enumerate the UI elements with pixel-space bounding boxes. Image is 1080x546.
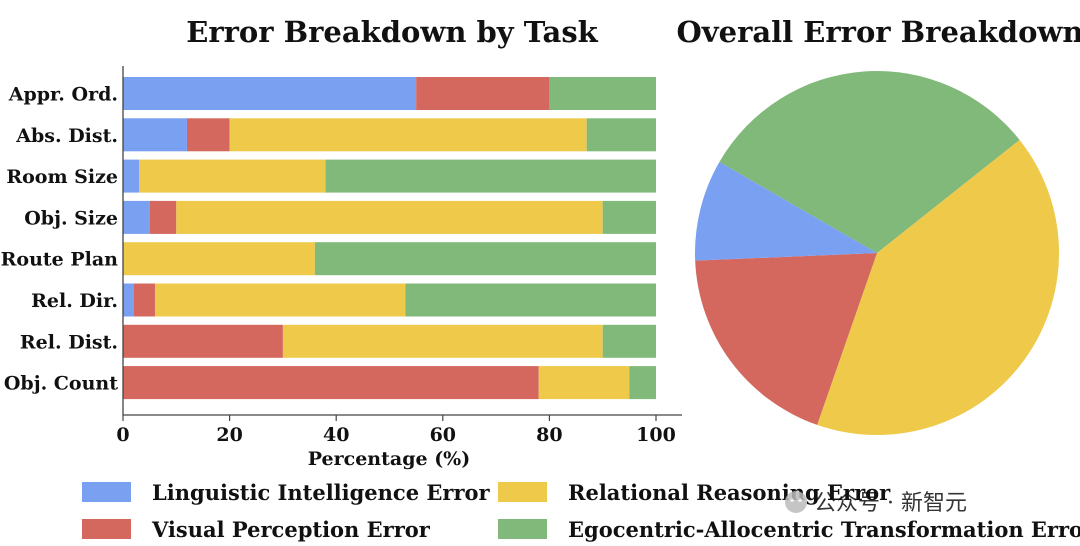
bar-segment-route-plan-egocentric — [314, 242, 656, 276]
wechat-icon — [785, 491, 807, 513]
legend-label-relational: Relational Reasoning Error — [568, 480, 891, 505]
y-tick-label: Route Plan — [1, 249, 119, 271]
y-tick-label: Obj. Count — [4, 373, 118, 395]
x-tick-label: 0 — [116, 424, 129, 446]
bar-segment-rel-dir-relational — [154, 283, 406, 317]
watermark: 公众号 · 新智元 — [785, 491, 967, 516]
legend-label-egocentric: Egocentric-Allocentric Transformation Er… — [568, 517, 1080, 542]
bar-segment-abs-dist-egocentric — [586, 118, 656, 152]
bar-segment-abs-dist-linguistic — [123, 118, 187, 152]
bar-segment-obj-size-relational — [176, 200, 603, 234]
bar-segment-room-size-linguistic — [123, 159, 139, 193]
bar-segment-rel-dist-egocentric — [602, 324, 656, 358]
bar-chart-title: Error Breakdown by Task — [186, 15, 598, 49]
y-tick-label: Abs. Dist. — [15, 125, 118, 147]
y-tick-label: Rel. Dist. — [20, 331, 118, 353]
bar-segment-route-plan-relational — [123, 242, 315, 276]
x-tick-label: 40 — [323, 424, 349, 446]
y-tick-label: Appr. Ord. — [8, 84, 118, 106]
watermark-text: 公众号 · 新智元 — [814, 491, 967, 516]
bar-segment-abs-dist-relational — [229, 118, 587, 152]
bar-segment-rel-dir-linguistic — [123, 283, 134, 317]
pie-slice-relational — [817, 139, 1060, 436]
x-tick-label: 100 — [636, 424, 676, 446]
wechat-icon-eye-right — [798, 498, 802, 502]
pie-slice-linguistic — [695, 162, 877, 261]
bar-segment-obj-count-visual — [123, 366, 539, 400]
y-tick-label: Rel. Dir. — [31, 290, 118, 312]
bar-segment-obj-count-egocentric — [629, 366, 656, 400]
legend-swatch-visual — [82, 519, 131, 539]
x-axis-label: Percentage (%) — [308, 448, 470, 470]
y-tick-label: Obj. Size — [24, 207, 118, 229]
bar-segment-room-size-egocentric — [325, 159, 656, 193]
legend-label-linguistic: Linguistic Intelligence Error — [152, 480, 491, 505]
x-tick-label: 80 — [536, 424, 562, 446]
bar-segment-abs-dist-visual — [186, 118, 230, 152]
x-tick-label: 20 — [216, 424, 242, 446]
bar-segment-room-size-relational — [138, 159, 326, 193]
legend-swatch-egocentric — [498, 519, 547, 539]
bar-segment-obj-size-visual — [149, 200, 177, 234]
bar-segment-appr-ord-egocentric — [549, 77, 656, 110]
x-axis-ticks: 0 20 40 60 80 100 — [116, 415, 676, 446]
legend-swatch-linguistic — [82, 482, 131, 502]
pie-slice-egocentric — [719, 70, 1020, 254]
pie-chart — [695, 70, 1060, 436]
pie-chart-title: Overall Error Breakdown — [677, 15, 1080, 49]
bar-segment-rel-dir-egocentric — [405, 283, 656, 317]
bar-chart: Appr. Ord. Abs. Dist. Room Size Obj. Size Ro… — [1, 77, 656, 400]
bar-segment-rel-dist-visual — [123, 324, 283, 358]
legend-label-visual: Visual Perception Error — [151, 517, 431, 542]
bar-segment-rel-dir-visual — [133, 283, 155, 317]
wechat-icon-eye-left — [790, 498, 794, 502]
bar-segment-appr-ord-linguistic — [123, 77, 417, 110]
bar-segment-obj-count-relational — [538, 366, 630, 400]
legend-swatch-relational — [498, 482, 547, 502]
bar-segment-rel-dist-relational — [282, 324, 603, 358]
legend: Linguistic Intelligence Error Visual Perc… — [82, 480, 1080, 542]
bar-segment-appr-ord-visual — [416, 77, 550, 110]
bar-segment-obj-size-linguistic — [123, 200, 150, 234]
bar-segment-obj-size-egocentric — [602, 200, 656, 234]
pie-slice-visual — [695, 253, 877, 425]
x-tick-label: 60 — [430, 424, 456, 446]
y-tick-label: Room Size — [6, 166, 118, 188]
